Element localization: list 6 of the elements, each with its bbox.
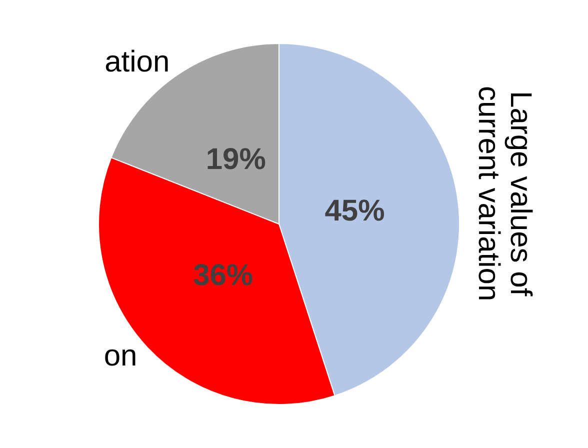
data-label: 36% [193, 258, 254, 292]
slice-label: ation [104, 45, 170, 78]
slice-label: Large values of current variation [472, 86, 537, 302]
data-label: 45% [324, 194, 385, 228]
data-label: 19% [206, 142, 266, 176]
slice-label: on [104, 339, 138, 372]
